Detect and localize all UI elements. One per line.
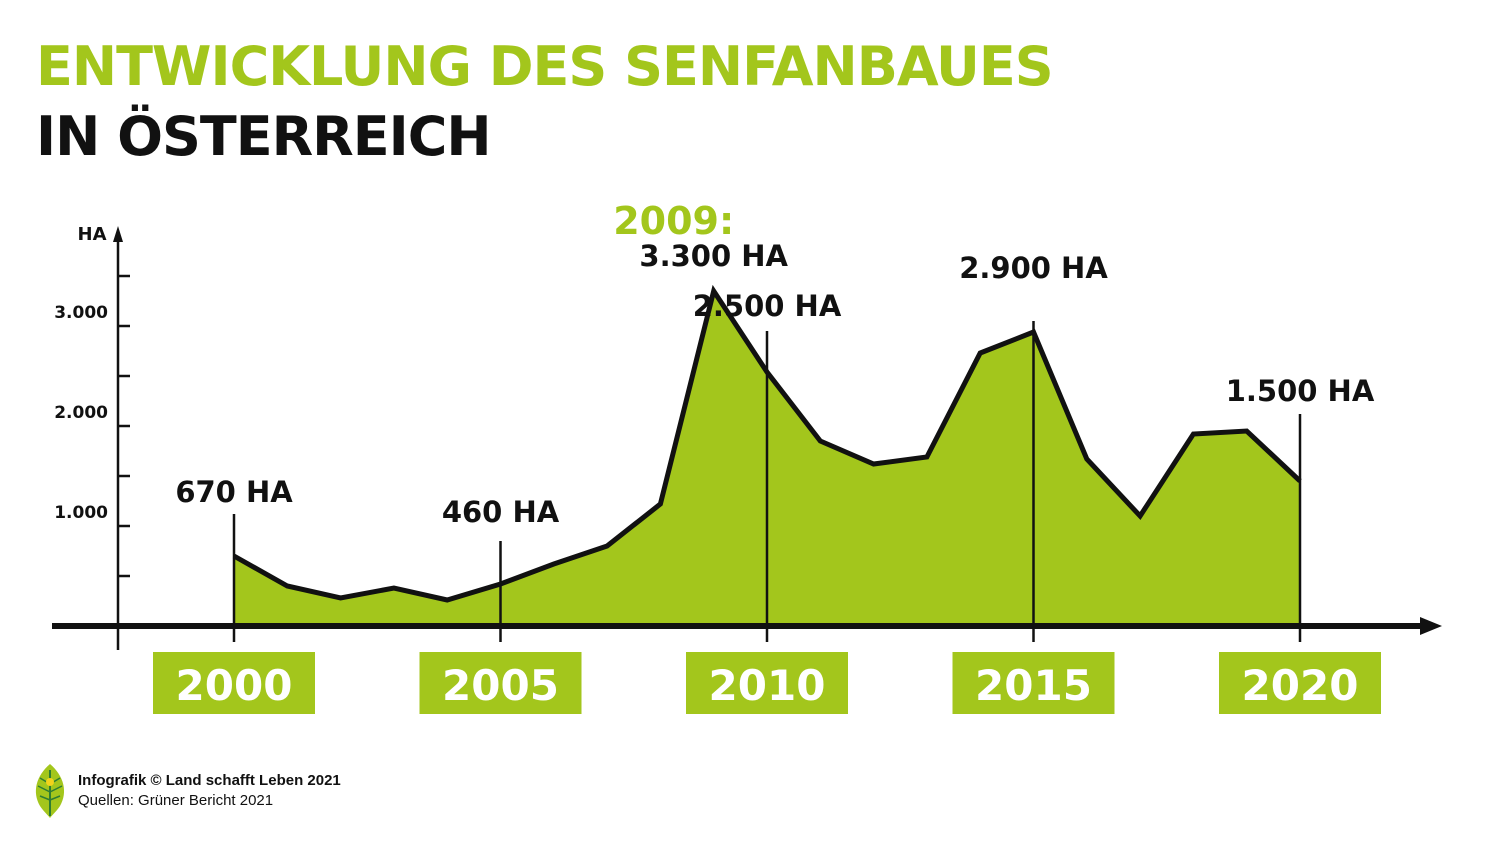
- title-line-1: ENTWICKLUNG DES SENFANBAUES: [36, 35, 1054, 98]
- data-label-2009: 3.300 HA: [639, 239, 788, 273]
- x-tick-label-2005: 2005: [442, 661, 559, 710]
- y-tick-label-3000: 3.000: [54, 303, 108, 323]
- y-axis-arrow: [113, 226, 123, 242]
- footer: Infografik © Land schafft Leben 2021 Que…: [30, 762, 341, 820]
- year-box-2005: [419, 652, 582, 714]
- y-tick-label-2000: 2.000: [54, 403, 108, 423]
- data-label-2015: 2.900 HA: [959, 251, 1108, 285]
- year-box-2010: [686, 652, 848, 714]
- data-label-2005: 460 HA: [442, 495, 560, 529]
- data-label-2010: 2.500 HA: [693, 289, 842, 323]
- year-box-2020: [1219, 652, 1381, 714]
- x-tick-label-2020: 2020: [1242, 661, 1359, 710]
- leaf-logo-icon: [35, 764, 65, 818]
- x-tick-label-2010: 2010: [709, 661, 826, 710]
- footer-source: Quellen: Grüner Bericht 2021: [78, 792, 274, 809]
- data-label-2020: 1.500 HA: [1226, 374, 1375, 408]
- x-tick-label-2015: 2015: [975, 661, 1092, 710]
- year-box-2015: [952, 652, 1115, 714]
- y-tick-label-1000: 1.000: [54, 503, 108, 523]
- footer-credit: Infografik © Land schafft Leben 2021: [78, 772, 341, 789]
- x-axis-arrow: [1420, 617, 1442, 635]
- title-line-2: IN ÖSTERREICH: [36, 105, 492, 168]
- highlight-label-2009: 2009:: [613, 199, 734, 243]
- series-line: [232, 284, 1302, 603]
- year-box-2000: [153, 652, 315, 714]
- data-label-2000: 670 HA: [175, 475, 293, 509]
- y-axis-label: HA: [78, 224, 107, 245]
- x-tick-label-2000: 2000: [176, 661, 293, 710]
